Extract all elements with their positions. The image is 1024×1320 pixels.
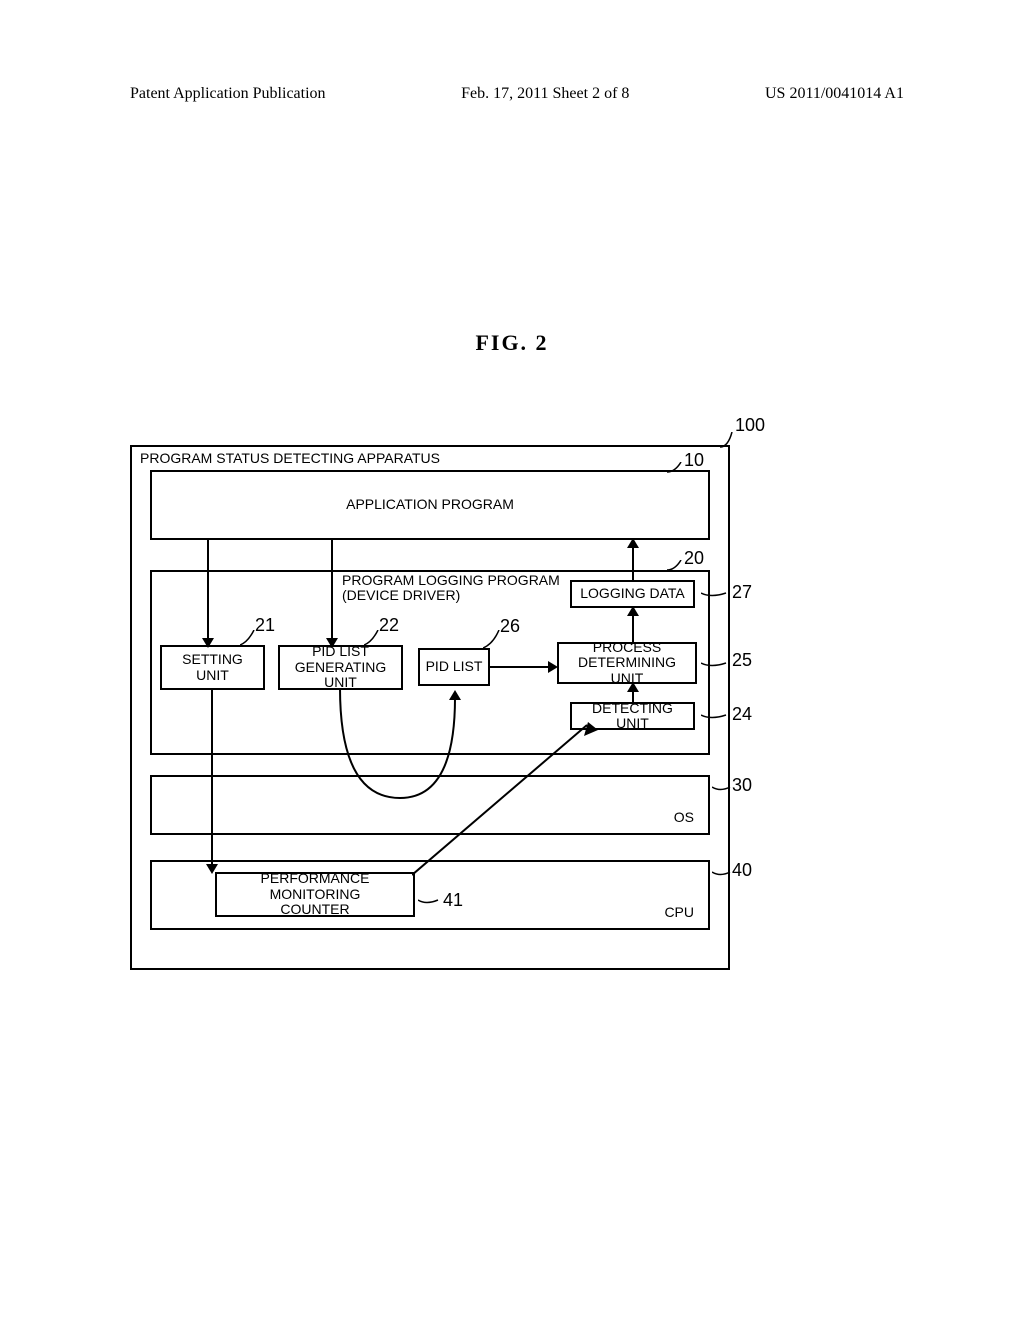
process-det-box: PROCESSDETERMINING UNIT [557,642,697,684]
arrow-procdet-to-logdata [627,606,639,644]
process-det-label: PROCESSDETERMINING UNIT [563,640,691,686]
pid-list-box: PID LIST [418,648,490,686]
header-left: Patent Application Publication [130,85,326,103]
ref-25: 25 [732,650,752,671]
perf-counter-label: PERFORMANCE MONITORINGCOUNTER [221,871,409,917]
page-header: Patent Application Publication Feb. 17, … [0,85,1024,103]
arrow-app-to-setting [202,540,214,648]
ref-40-hook [712,867,734,877]
arrow-pidlist-to-procdet [490,661,560,673]
diagram: 100 PROGRAM STATUS DETECTING APPARATUS A… [130,420,750,970]
header-center: Feb. 17, 2011 Sheet 2 of 8 [461,85,629,103]
header-right: US 2011/0041014 A1 [765,85,904,103]
ref-25-hook [701,658,731,668]
ref-20-hook [667,560,687,572]
ref-10-hook [667,462,687,474]
ref-40: 40 [732,860,752,881]
ref-26: 26 [500,616,520,637]
perf-counter-box: PERFORMANCE MONITORINGCOUNTER [215,872,415,917]
ref-22-hook [364,630,382,648]
os-label: OS [674,810,694,825]
application-program-label: APPLICATION PROGRAM [346,497,514,512]
ref-30: 30 [732,775,752,796]
ref-21-hook [240,630,258,648]
ref-27: 27 [732,582,752,603]
ref-26-hook [483,630,503,650]
figure-title: FIG. 2 [475,330,548,356]
arrow-app-to-pidgen [326,540,338,648]
ref-10: 10 [684,450,704,471]
ref-24: 24 [732,704,752,725]
arrow-logdata-to-app [627,538,639,582]
ref-20: 20 [684,548,704,569]
logging-data-label: LOGGING DATA [580,586,685,601]
ref-21: 21 [255,615,275,636]
ref-41: 41 [443,890,463,911]
setting-unit-label: SETTING UNIT [166,652,259,683]
arrow-perf-to-detect [412,715,612,880]
apparatus-label: PROGRAM STATUS DETECTING APPARATUS [140,450,440,466]
arrow-detect-to-procdet [627,682,639,704]
ref-24-hook [701,710,731,720]
pid-list-label: PID LIST [426,659,483,674]
ref-22: 22 [379,615,399,636]
ref-27-hook [701,588,731,598]
ref-41-hook [418,895,440,905]
pid-list-gen-label: PID LISTGENERATING UNIT [284,644,397,690]
cpu-label: CPU [664,905,694,920]
ref-30-hook [712,782,734,792]
logging-program-label: PROGRAM LOGGING PROGRAM(DEVICE DRIVER) [342,573,560,604]
setting-unit-box: SETTING UNIT [160,645,265,690]
application-program-box: APPLICATION PROGRAM [150,470,710,540]
arrow-setting-to-perf-v [206,688,218,876]
logging-data-box: LOGGING DATA [570,580,695,608]
arrow-perf-to-detect-head2 [582,720,600,738]
pid-list-gen-box: PID LISTGENERATING UNIT [278,645,403,690]
